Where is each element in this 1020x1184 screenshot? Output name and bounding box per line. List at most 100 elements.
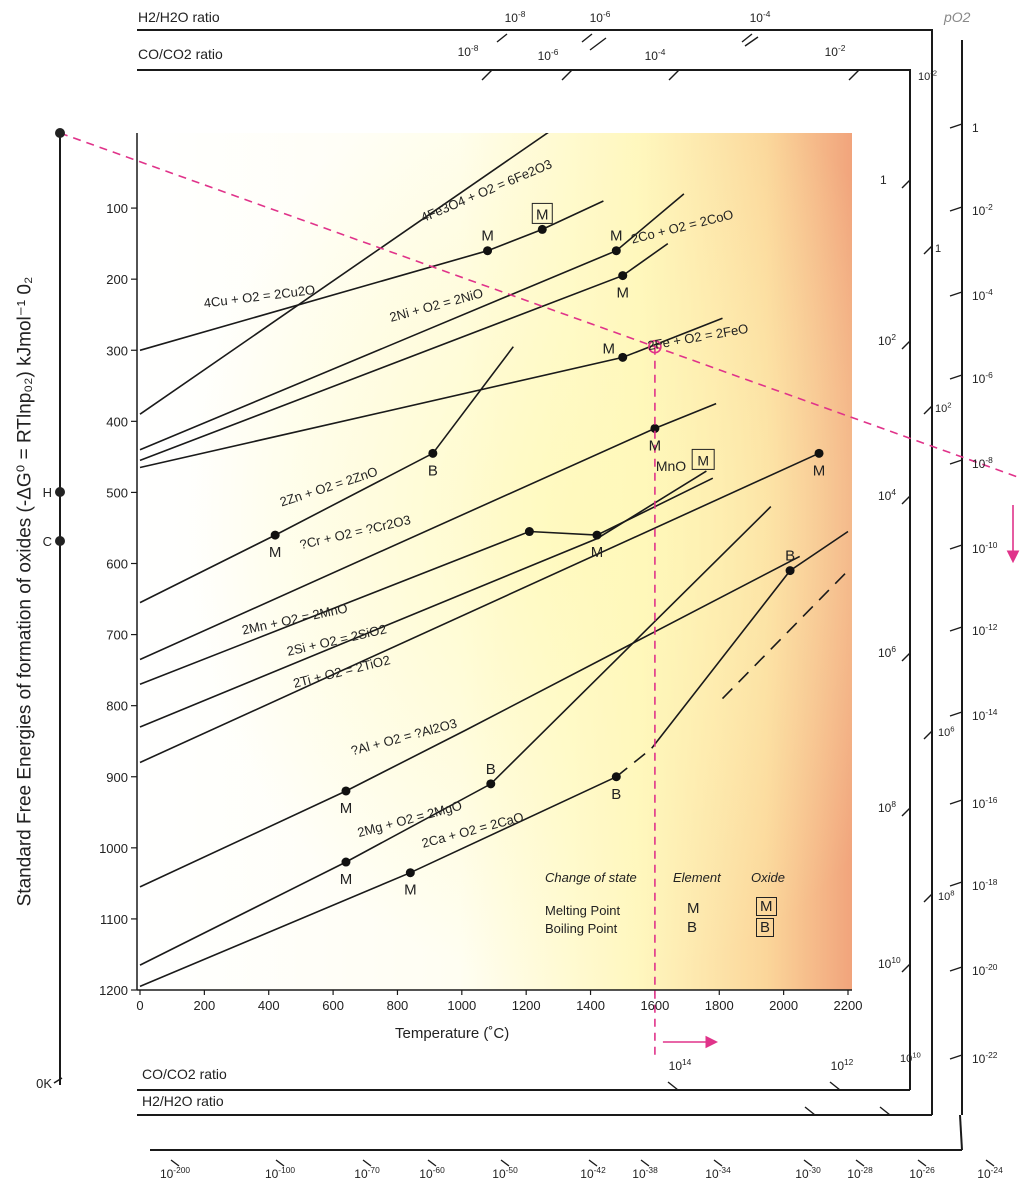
po2-tick-label: 10-14 (972, 707, 998, 723)
y-tick-label: 1200 (99, 983, 128, 998)
marker-point (537, 224, 547, 234)
po2-tick (949, 291, 963, 297)
marker-label: M (602, 340, 615, 357)
top-co-tick (481, 69, 493, 81)
po2-dashed-line (59, 132, 1020, 479)
x-tick-label: 200 (194, 998, 216, 1013)
y-tick-label: 600 (106, 557, 128, 572)
po2-tick (949, 881, 963, 887)
bottom-po2-tick (170, 1159, 180, 1167)
marker-label: B (611, 786, 621, 803)
top-h2-tick-label: 10-8 (505, 9, 526, 25)
right-h2-tick (923, 405, 933, 415)
marker-label: M (649, 437, 662, 454)
top-h2-tick (581, 33, 593, 43)
po2-tick-label: 1 (972, 121, 979, 135)
marker-point (618, 352, 628, 362)
po2-tick-label: 10-10 (972, 540, 998, 556)
bottom-po2-tick (803, 1159, 813, 1167)
bottom-h2-tick (804, 1106, 816, 1116)
right-co-tick-label: 108 (878, 799, 896, 815)
left-label-c: C (43, 534, 52, 549)
marker-point (428, 448, 438, 458)
series-line-13 (615, 747, 653, 778)
right-co-tick-label: 104 (878, 487, 896, 503)
series-line-4cu-o2-2cu2o (139, 200, 604, 352)
marker-label: M (340, 871, 353, 888)
top-co-label: CO/CO2 ratio (138, 46, 223, 62)
marker-label: M (591, 544, 604, 561)
marker-point (611, 772, 621, 782)
y-tick-label: 100 (106, 201, 128, 216)
po2-tick-label: 10-20 (972, 962, 998, 978)
top-h2-tick (589, 37, 607, 51)
right-co-tick (901, 963, 911, 973)
series-line-4fe3o4-o2-6fe2o3 (139, 133, 549, 415)
top-h2-label: H2/H2O ratio (138, 9, 220, 25)
legend-element: Element (673, 870, 721, 885)
y-tick-label: 800 (106, 699, 128, 714)
bottom-co-tick-label: 1012 (831, 1057, 854, 1073)
x-tick-label: 1200 (512, 998, 541, 1013)
bottom-po2-tick-label: 10-70 (354, 1165, 380, 1181)
right-h2-tick-label: 106 (938, 725, 955, 739)
marker-point (405, 868, 415, 878)
po2-tick (949, 544, 963, 550)
marker-label: M (404, 882, 417, 899)
po2-tick (949, 206, 963, 212)
bottom-po2-tick-label: 10-60 (419, 1165, 445, 1181)
bottom-po2-tick-label: 10-200 (160, 1165, 190, 1181)
x-tick-label: 800 (387, 998, 409, 1013)
legend-element-b: B (687, 919, 698, 936)
bottom-po2-tick-label: 10-28 (847, 1165, 873, 1181)
po2-tick-label: 10-12 (972, 622, 998, 638)
series-line-15 (721, 570, 849, 700)
bottom-po2-tick (640, 1159, 650, 1167)
marker-label: M (340, 800, 353, 817)
bottom-po2-tick (713, 1159, 723, 1167)
marker-label: B (428, 462, 438, 479)
left-0k-tick (53, 1077, 63, 1084)
legend-oxide-m: M (756, 897, 777, 916)
bottom-h2-label: H2/H2O ratio (142, 1093, 224, 1109)
y-tick-label: 200 (106, 272, 128, 287)
legend-change-of-state: Change of state (545, 870, 637, 885)
left-point-h (55, 487, 65, 497)
top-co-tick (848, 69, 860, 81)
origin-0k-point (55, 128, 65, 138)
right-co-tick-label: 106 (878, 644, 896, 660)
right-h2-tick (923, 893, 933, 903)
top-h2-tick-label: 10-6 (590, 9, 611, 25)
x-tick-label: 1400 (576, 998, 605, 1013)
y-tick-label: 400 (106, 414, 128, 429)
y-tick-label: 300 (106, 343, 128, 358)
left-point-c (55, 536, 65, 546)
right-h2-tick-label: 1010 (900, 1051, 921, 1065)
y-tick-label: 700 (106, 628, 128, 643)
bottom-co-tick (829, 1081, 841, 1091)
legend-oxide: Oxide (751, 870, 785, 885)
po2-tick (949, 626, 963, 632)
po2-tick-label: 10-6 (972, 370, 993, 386)
top-h2-tick (496, 33, 508, 43)
po2-tick-label: 10-16 (972, 795, 998, 811)
top-co-tick-label: 10-6 (538, 47, 559, 63)
marker-point (341, 857, 351, 867)
right-co-tick (901, 340, 911, 350)
po2-tick (949, 459, 963, 465)
marker-point (483, 246, 493, 256)
right-h2-tick-label: 1 (935, 243, 941, 255)
marker-label: M (616, 285, 629, 302)
y-tick-label: 1100 (100, 912, 128, 927)
bottom-po2-tick (985, 1159, 995, 1167)
po2-tick (949, 799, 963, 805)
top-co-tick (668, 69, 680, 81)
annotation-box (691, 448, 715, 470)
bottom-po2-tick (275, 1159, 285, 1167)
x-tick-label: 0 (136, 998, 143, 1013)
bottom-po2-tick (362, 1159, 372, 1167)
right-co-tick-label: 102 (878, 332, 896, 348)
legend-melting: Melting Point (545, 903, 621, 918)
legend: Change of state Element Oxide Melting Po… (545, 870, 805, 950)
top-co-tick-label: 10-4 (645, 47, 666, 63)
